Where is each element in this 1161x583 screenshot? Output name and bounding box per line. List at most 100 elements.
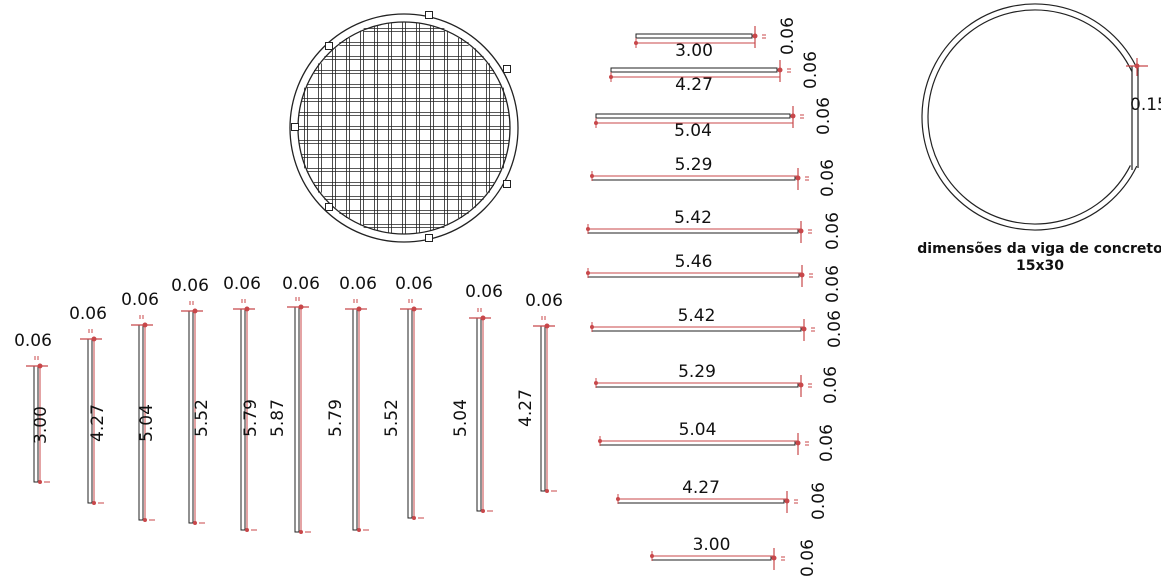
horizontal-bar: 3.00 0.06 — [650, 535, 818, 577]
dimension-node — [245, 528, 249, 532]
dimension-node — [192, 308, 198, 314]
bar-length-label: 5.29 — [678, 362, 716, 382]
bar-length-label: 4.27 — [516, 389, 536, 427]
dimension-node — [193, 521, 197, 525]
vertical-bar: 4.27 0.06 — [516, 291, 563, 493]
dimension-node — [37, 363, 43, 369]
spacer-square — [425, 234, 433, 242]
dimension-node — [299, 530, 303, 534]
dimension-node — [752, 33, 758, 39]
bar-outline — [540, 325, 546, 492]
ring-beam-detail: 0.15 — [921, 3, 1161, 231]
bar-outline — [617, 498, 785, 504]
dimension-node — [1134, 63, 1140, 69]
bar-outline — [591, 326, 802, 332]
dimension-node — [801, 326, 807, 332]
dimension-node — [771, 555, 777, 561]
dimension-node — [38, 480, 42, 484]
dimension-node — [594, 381, 598, 385]
vertical-bar: 5.79 0.06 — [326, 274, 377, 532]
bar-thickness-label: 0.06 — [282, 274, 320, 294]
bar-length-label: 3.00 — [675, 41, 713, 61]
bar-outline — [595, 382, 799, 388]
horizontal-bar: 5.42 0.06 — [590, 306, 845, 348]
bar-outline — [294, 306, 300, 533]
bar-outline — [587, 272, 800, 278]
bar-outline — [651, 555, 772, 561]
horizontal-bar: 5.42 0.06 — [586, 208, 843, 250]
bar-length-label: 5.87 — [268, 399, 288, 437]
bar-thickness-label: 0.06 — [525, 291, 563, 311]
caption-line-1: dimensões da viga de concreto — [917, 241, 1161, 257]
bar-outline — [407, 308, 413, 519]
inner-ring-circle — [297, 21, 511, 235]
dimension-node — [142, 322, 148, 328]
dimension-node — [545, 489, 549, 493]
dimension-node — [412, 516, 416, 520]
spacer-square — [503, 180, 511, 188]
dimension-node — [91, 336, 97, 342]
dimension-node — [594, 121, 598, 125]
bar-thickness-label: 0.06 — [817, 424, 837, 462]
bar-outline — [610, 67, 778, 73]
bar-thickness-label: 0.06 — [465, 282, 503, 302]
bar-outline — [587, 228, 799, 234]
bar-length-label: 4.27 — [88, 404, 108, 442]
horizontal-bar: 3.00 0.06 — [634, 17, 798, 61]
bar-length-label: 4.27 — [675, 75, 713, 95]
bar-thickness-label: 0.06 — [801, 51, 821, 89]
spacer-square — [503, 65, 511, 73]
dimension-node — [544, 323, 550, 329]
dimension-node — [586, 227, 590, 231]
bar-thickness-label: 0.06 — [825, 310, 845, 348]
dimension-node — [92, 501, 96, 505]
dimension-node — [590, 174, 594, 178]
horizontal-bar: 5.04 0.06 — [598, 420, 837, 462]
bar-thickness-label: 0.06 — [339, 274, 377, 294]
dimension-node — [590, 325, 594, 329]
dimension-node — [798, 228, 804, 234]
dimension-node — [634, 41, 638, 45]
bar-length-label: 3.00 — [693, 535, 731, 555]
bar-length-label: 5.04 — [679, 420, 717, 440]
vertical-bar-schedule: 3.00 0.06 4.27 0.06 5.04 0.06 5.52 0.06 5.79 0.06… — [14, 274, 563, 534]
vertical-bar: 5.52 0.06 — [171, 276, 212, 525]
dimension-node — [790, 113, 796, 119]
bar-thickness-label: 0.06 — [814, 97, 834, 135]
bar-outline — [476, 317, 482, 512]
bar-length-label: 5.29 — [675, 155, 713, 175]
horizontal-bar: 5.29 0.06 — [590, 155, 838, 197]
bar-thickness-label: 0.06 — [818, 159, 838, 197]
bar-thickness-label: 0.06 — [395, 274, 433, 294]
bar-length-label: 5.42 — [674, 208, 712, 228]
bar-length-label: 5.79 — [326, 399, 346, 437]
ring-beam-outer-arc — [921, 3, 1139, 231]
dimension-node — [795, 175, 801, 181]
bar-thickness-label: 0.06 — [798, 539, 818, 577]
bar-length-label: 5.46 — [675, 252, 713, 272]
bar-length-label: 5.52 — [382, 399, 402, 437]
dimension-node — [143, 518, 147, 522]
bar-thickness-label: 0.06 — [121, 290, 159, 310]
caption-line-2: 15x30 — [1016, 258, 1064, 274]
spacer-square — [425, 11, 433, 19]
dimension-node — [411, 306, 417, 312]
bar-thickness-label: 0.06 — [821, 366, 841, 404]
horizontal-bar-schedule: 3.00 0.06 4.27 0.06 5.04 0.06 5.29 0.06 5.42 0.06… — [586, 17, 845, 577]
bar-length-label: 5.79 — [241, 399, 261, 437]
bar-thickness-label: 0.06 — [69, 304, 107, 324]
bar-length-label: 5.04 — [674, 121, 712, 141]
bar-thickness-label: 0.06 — [823, 212, 843, 250]
spacer-square — [325, 203, 333, 211]
bar-outline — [352, 308, 358, 531]
horizontal-bar: 5.46 0.06 — [586, 252, 843, 303]
vertical-bar: 4.27 0.06 — [69, 304, 108, 505]
bar-length-label: 3.00 — [31, 406, 51, 444]
dimension-node — [777, 67, 783, 73]
dimension-node — [616, 497, 620, 501]
bar-thickness-label: 0.06 — [14, 331, 52, 351]
dimension-node — [598, 439, 602, 443]
dimension-node — [650, 554, 654, 558]
bar-thickness-label: 0.06 — [223, 274, 261, 294]
horizontal-bar: 4.27 0.06 — [609, 51, 821, 95]
